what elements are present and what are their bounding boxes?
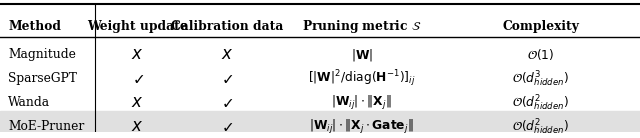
- Text: $|\mathbf{W}|$: $|\mathbf{W}|$: [351, 47, 372, 63]
- Text: $\boldsymbol{\checkmark}$: $\boldsymbol{\checkmark}$: [221, 72, 234, 86]
- Text: $|\mathbf{W}_{ij}| \cdot \|\mathbf{X}_{j}\|$: $|\mathbf{W}_{ij}| \cdot \|\mathbf{X}_{j…: [332, 94, 392, 112]
- Text: $\boldsymbol{\checkmark}$: $\boldsymbol{\checkmark}$: [221, 120, 234, 134]
- Text: $[|\mathbf{W}|^2/\mathrm{diag}(\mathbf{H}^{-1})]_{ij}$: $[|\mathbf{W}|^2/\mathrm{diag}(\mathbf{H…: [308, 68, 415, 89]
- Text: Complexity: Complexity: [502, 20, 579, 33]
- Text: MoE-Pruner: MoE-Pruner: [8, 120, 84, 133]
- Text: SparseGPT: SparseGPT: [8, 72, 77, 85]
- Text: Magnitude: Magnitude: [8, 48, 76, 61]
- Text: $\boldsymbol{\mathit{x}}$: $\boldsymbol{\mathit{x}}$: [131, 118, 144, 135]
- Text: $\boldsymbol{\checkmark}$: $\boldsymbol{\checkmark}$: [131, 72, 144, 86]
- Text: $\boldsymbol{\mathit{x}}$: $\boldsymbol{\mathit{x}}$: [131, 94, 144, 111]
- Text: Wanda: Wanda: [8, 96, 51, 109]
- Text: Weight update: Weight update: [87, 20, 188, 33]
- Text: $|\mathbf{W}_{ij}| \cdot \|\mathbf{X}_{j} \cdot \mathbf{Gate}_{j}\|$: $|\mathbf{W}_{ij}| \cdot \|\mathbf{X}_{j…: [309, 118, 414, 136]
- Text: $\boldsymbol{\mathit{x}}$: $\boldsymbol{\mathit{x}}$: [221, 46, 234, 63]
- Text: $\mathcal{O}(1)$: $\mathcal{O}(1)$: [527, 47, 554, 62]
- Text: $\mathcal{O}(d^2_{hidden})$: $\mathcal{O}(d^2_{hidden})$: [512, 92, 570, 113]
- Text: $\mathcal{O}(d^3_{hidden})$: $\mathcal{O}(d^3_{hidden})$: [512, 69, 570, 89]
- Text: Calibration data: Calibration data: [171, 20, 284, 33]
- Text: Method: Method: [8, 20, 61, 33]
- Text: $\boldsymbol{\checkmark}$: $\boldsymbol{\checkmark}$: [221, 96, 234, 110]
- Text: $\mathcal{O}(d^2_{hidden})$: $\mathcal{O}(d^2_{hidden})$: [512, 117, 570, 137]
- Text: Pruning metric $\mathcal{S}$: Pruning metric $\mathcal{S}$: [302, 18, 421, 35]
- Text: $\boldsymbol{\mathit{x}}$: $\boldsymbol{\mathit{x}}$: [131, 46, 144, 63]
- Bar: [0, 111, 640, 138]
